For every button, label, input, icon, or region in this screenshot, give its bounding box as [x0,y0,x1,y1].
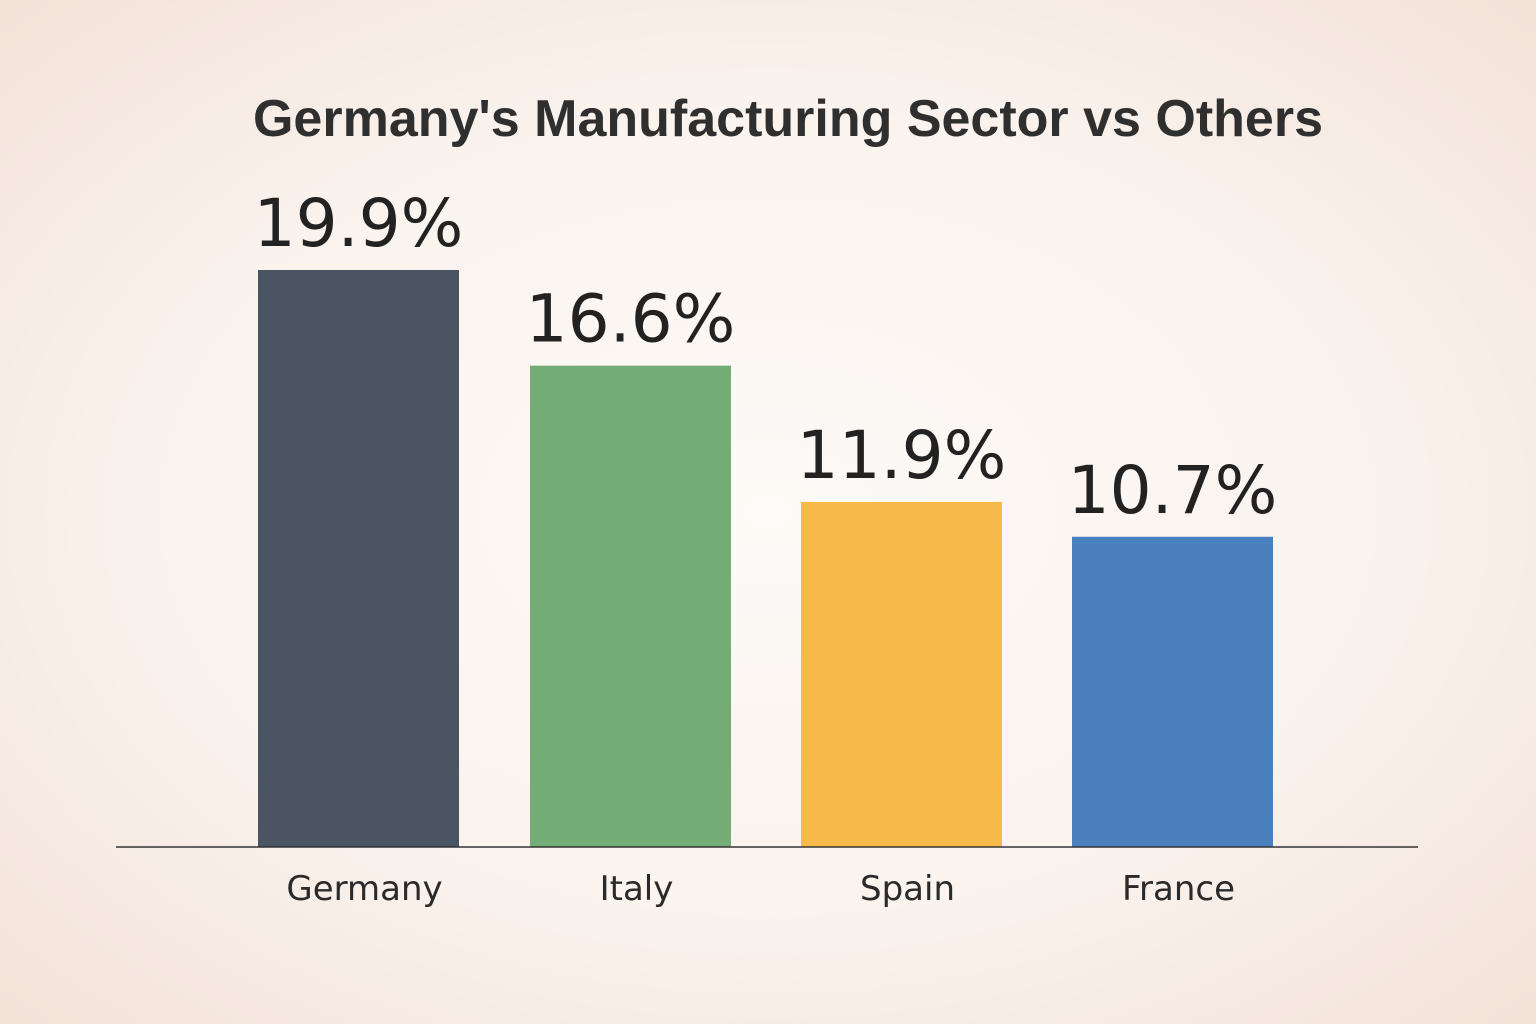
x-tick-label: Italy [600,869,674,909]
bar-italy [530,365,731,847]
bar-spain [801,501,1002,847]
x-tick-label: Spain [860,869,955,909]
bar-germany [258,270,459,847]
data-label: 16.6% [526,281,736,358]
data-label: 11.9% [797,417,1007,494]
bar-france [1072,536,1273,847]
chart-title: Germany's Manufacturing Sector vs Others [253,90,1323,148]
x-tick-label: France [1122,869,1235,909]
data-label: 19.9% [254,185,464,262]
x-tick-label: Germany [286,869,442,909]
data-label: 10.7% [1068,452,1278,529]
